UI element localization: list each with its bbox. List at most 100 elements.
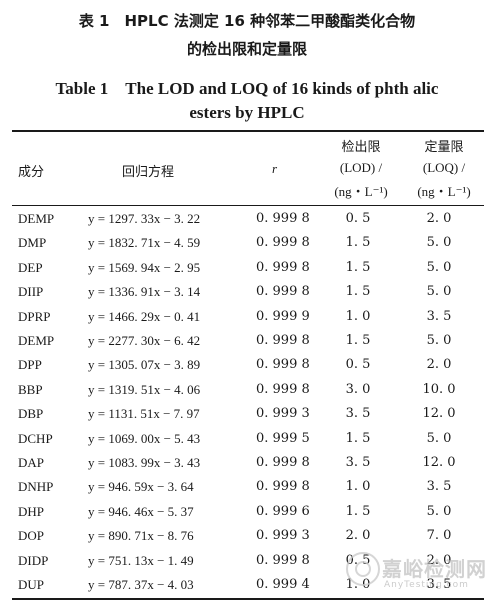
loq-cell: 5. 0 — [426, 503, 452, 519]
lod-cell: 1. 0 — [345, 308, 371, 324]
lod-cell: 1. 0 — [345, 479, 371, 495]
equation-cell: y = 890. 71x − 8. 76 — [88, 528, 194, 544]
r-cell: 0. 999 8 — [256, 357, 310, 373]
table-top-rule — [12, 130, 484, 132]
lod-cell: 0. 5 — [345, 357, 371, 373]
component-cell: DCHP — [18, 430, 53, 446]
loq-cell: 7. 0 — [426, 528, 452, 544]
lod-cell: 1. 5 — [345, 284, 371, 300]
equation-cell: y = 1297. 33x − 3. 22 — [88, 211, 201, 226]
header-equation-label: 回归方程 — [122, 165, 175, 180]
table-row: DEP y = 1569. 94x − 2. 95 0. 999 8 1. 5 5. 0 — [12, 255, 484, 279]
r-cell: 0. 999 8 — [256, 479, 310, 495]
table-row: DEMP y = 2277. 30x − 6. 42 0. 999 8 1. 5 5. … — [12, 328, 484, 352]
watermark-logo — [346, 552, 380, 586]
equation-cell: y = 1832. 71x − 4. 59 — [88, 235, 201, 251]
table-row: DPRP y = 1466. 29x − 0. 41 0. 999 9 1. 0 3. … — [12, 304, 484, 328]
r-cell: 0. 999 6 — [256, 503, 310, 519]
loq-cell: 2. 0 — [426, 552, 452, 568]
equation-cell: y = 1069. 00x − 5. 43 — [88, 430, 201, 446]
loq-cell: 12. 0 — [422, 455, 456, 470]
header-component: 成分 — [18, 161, 44, 180]
component-cell: DPP — [18, 357, 42, 373]
table-row: DPP y = 1305. 07x − 3. 89 0. 999 8 0. 5 2. 0 — [12, 352, 484, 376]
equation-cell: y = 787. 37x − 4. 03 — [88, 577, 194, 592]
loq-cell: 12. 0 — [422, 406, 456, 422]
r-cell: 0. 999 8 — [256, 284, 310, 300]
header-lod-line2: (LOD) / — [339, 160, 383, 175]
equation-cell: y = 1131. 51x − 7. 97 — [88, 406, 200, 422]
header-loq-line2: (LOQ) / — [422, 160, 466, 175]
r-cell: 0. 999 8 — [256, 235, 310, 251]
r-cell: 0. 999 4 — [256, 577, 310, 592]
component-cell: DUP — [18, 577, 45, 592]
equation-cell: y = 1336. 91x − 3. 14 — [88, 284, 201, 300]
lod-cell: 3. 5 — [345, 455, 371, 470]
loq-cell: 5. 0 — [426, 430, 452, 446]
header-lod-line3: (ng・L⁻¹) — [334, 184, 388, 199]
component-cell: DMP — [18, 235, 47, 251]
loq-cell: 3. 5 — [426, 577, 452, 592]
equation-cell: y = 1466. 29x − 0. 41 — [88, 308, 201, 324]
table-row: DAP y = 1083. 99x − 3. 43 0. 999 8 3. 5 12. … — [12, 450, 484, 474]
watermark-text: 嘉峪检测网 — [382, 557, 487, 581]
equation-cell: y = 1569. 94x − 2. 95 — [88, 259, 201, 275]
component-cell: DEMP — [18, 333, 55, 348]
component-cell: DEMP — [18, 211, 55, 226]
component-cell: DAP — [18, 455, 45, 470]
table-row: DMP y = 1832. 71x − 4. 59 0. 999 8 1. 5 5. 0 — [12, 230, 484, 254]
lod-cell: 1. 5 — [345, 259, 371, 275]
table-bottom-rule — [12, 598, 484, 600]
r-cell: 0. 999 9 — [256, 308, 310, 324]
r-cell: 0. 999 8 — [256, 552, 310, 568]
loq-cell: 5. 0 — [426, 284, 452, 300]
component-cell: DIIP — [18, 284, 44, 300]
lod-cell: 1. 5 — [345, 235, 371, 251]
table-row: BBP y = 1319. 51x − 4. 06 0. 999 8 3. 0 10. … — [12, 377, 484, 401]
lod-cell: 1. 5 — [345, 503, 371, 519]
r-cell: 0. 999 8 — [256, 455, 310, 470]
lod-cell: 0. 5 — [345, 211, 371, 226]
table-row: DIIP y = 1336. 91x − 3. 14 0. 999 8 1. 5 5. … — [12, 279, 484, 303]
component-cell: DNHP — [18, 479, 54, 495]
header-loq-line1: 定量限 — [424, 140, 464, 155]
watermark-url: AnyTesting.com — [384, 580, 469, 590]
table-row: DUP y = 787. 37x − 4. 03 0. 999 4 1. 0 3. 5 — [12, 572, 484, 596]
loq-cell: 3. 5 — [426, 308, 452, 324]
loq-cell: 10. 0 — [422, 381, 456, 397]
table-row: DBP y = 1131. 51x − 7. 97 0. 999 3 3. 5 12. … — [12, 401, 484, 425]
component-cell: DHP — [18, 503, 45, 519]
header-r-label: r — [272, 161, 278, 176]
equation-cell: y = 1319. 51x − 4. 06 — [88, 381, 201, 397]
loq-cell: 5. 0 — [426, 235, 452, 251]
r-cell: 0. 999 8 — [256, 259, 310, 275]
loq-cell: 5. 0 — [426, 259, 452, 275]
table-caption-cn-line2: 的检出限和定量限 — [186, 40, 307, 58]
lod-cell: 1. 5 — [345, 430, 371, 446]
table-row: DHP y = 946. 46x − 5. 37 0. 999 6 1. 5 5. 0 — [12, 499, 484, 523]
table-row: DCHP y = 1069. 00x − 5. 43 0. 999 5 1. 5 5. … — [12, 426, 484, 450]
r-cell: 0. 999 3 — [256, 406, 310, 422]
lod-cell: 2. 0 — [345, 528, 371, 544]
header-loq-line3: (ng・L⁻¹) — [417, 184, 471, 199]
component-cell: DOP — [18, 528, 45, 544]
component-cell: DEP — [18, 259, 43, 275]
component-cell: DPRP — [18, 308, 51, 324]
component-cell: DIDP — [18, 552, 49, 568]
header-loq: 定量限 (LOQ) / (ng・L⁻¹) — [404, 136, 484, 200]
r-cell: 0. 999 8 — [256, 211, 310, 226]
table-caption-en-line1: Table 1 The LOD and LOQ of 16 kinds of p… — [55, 79, 439, 98]
r-cell: 0. 999 8 — [256, 333, 310, 348]
equation-cell: y = 1305. 07x − 3. 89 — [88, 357, 201, 373]
loq-cell: 3. 5 — [426, 479, 452, 495]
equation-cell: y = 946. 46x − 5. 37 — [88, 503, 194, 519]
component-cell: BBP — [18, 381, 43, 397]
lod-cell: 3. 0 — [345, 381, 371, 397]
header-r: r — [272, 161, 277, 177]
r-cell: 0. 999 5 — [256, 430, 310, 446]
table-header-rule — [12, 205, 484, 206]
r-cell: 0. 999 8 — [256, 381, 310, 397]
equation-cell: y = 1083. 99x − 3. 43 — [88, 455, 201, 470]
loq-cell: 5. 0 — [426, 333, 452, 348]
lod-cell: 1. 5 — [345, 333, 371, 348]
